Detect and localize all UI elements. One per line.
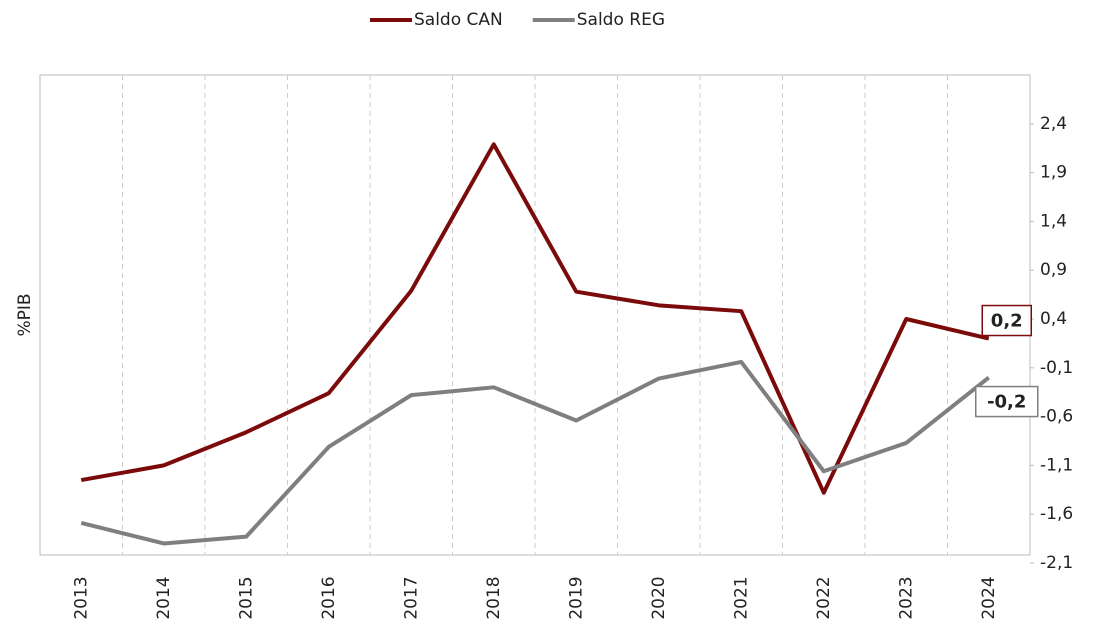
y-tick-label: -0,6 [1040,407,1073,427]
y-axis-label: %PIB [15,293,35,336]
y-tick-label: -2,1 [1040,553,1073,573]
line-series [80,359,990,546]
x-tick-label: 2016 [319,576,339,619]
legend-label: Saldo CAN [414,10,503,30]
y-tick-label: 0,4 [1040,309,1067,329]
x-tick-label: 2019 [566,576,586,619]
line-series [80,142,990,495]
data-label-box [981,304,1032,337]
y-tick-label: -0,1 [1040,358,1073,378]
y-tick-label: 2,4 [1040,114,1067,134]
x-tick-label: 2023 [896,576,916,619]
y-tick-label: -1,6 [1040,504,1073,524]
data-label: -0,2 [987,392,1026,413]
data-label: 0,2 [991,311,1023,332]
legend-label: Saldo REG [577,10,665,30]
x-tick-label: 2018 [484,576,504,619]
x-tick-label: 2020 [649,576,669,619]
data-label-box [975,385,1039,418]
x-tick-label: 2013 [71,576,91,619]
x-tick-label: 2015 [236,576,256,619]
x-tick-label: 2021 [731,576,751,619]
y-tick-label: 1,9 [1040,163,1067,183]
x-tick-label: 2014 [154,576,174,619]
y-tick-label: 0,9 [1040,260,1067,280]
y-tick-label: 1,4 [1040,211,1067,231]
x-tick-label: 2017 [401,576,421,619]
x-tick-label: 2024 [979,576,999,619]
y-tick-label: -1,1 [1040,455,1073,475]
x-tick-label: 2022 [814,576,834,619]
